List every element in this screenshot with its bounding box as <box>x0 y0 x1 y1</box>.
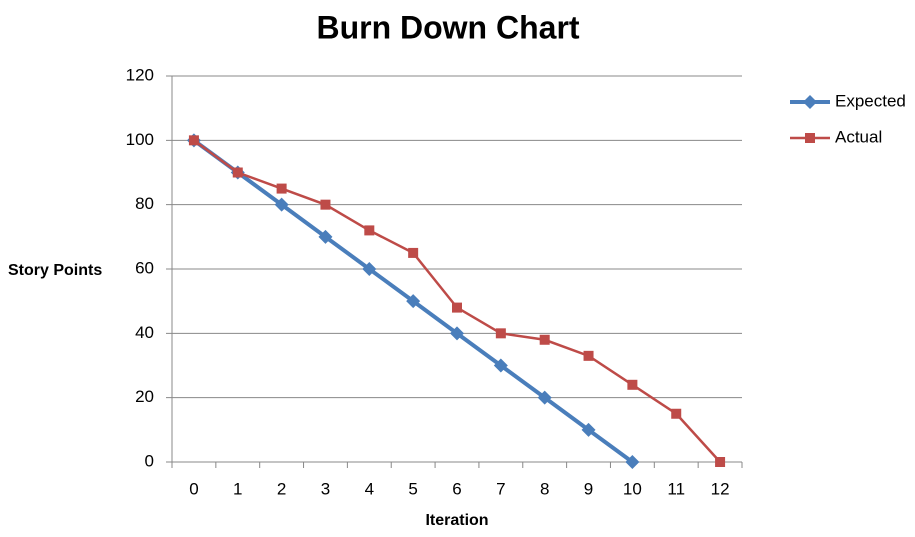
x-tick-label: 1 <box>233 479 242 498</box>
x-tick-label: 8 <box>540 479 549 498</box>
marker <box>493 358 508 373</box>
marker <box>452 302 462 313</box>
y-tick-label: 0 <box>145 451 154 470</box>
y-tick-label: 40 <box>135 323 154 342</box>
y-tick-label: 100 <box>126 130 154 149</box>
marker <box>276 183 287 194</box>
marker <box>583 350 594 361</box>
marker <box>364 225 375 236</box>
marker <box>406 294 421 309</box>
x-tick-label: 0 <box>189 479 198 498</box>
y-tick-label: 120 <box>126 65 154 84</box>
x-tick-label: 9 <box>584 479 593 498</box>
line <box>193 139 722 463</box>
y-tick-label: 60 <box>135 258 154 277</box>
x-tick-label: 2 <box>277 479 286 498</box>
marker <box>495 328 506 339</box>
marker <box>188 135 199 146</box>
x-tick-label: 6 <box>452 479 461 498</box>
y-axis-title: Story Points <box>8 262 102 279</box>
marker <box>320 199 331 210</box>
x-tick-label: 12 <box>711 479 730 498</box>
x-tick-label: 10 <box>623 479 642 498</box>
x-tick-label: 5 <box>408 479 417 498</box>
marker <box>362 262 377 276</box>
marker <box>671 408 682 419</box>
x-axis-title: Iteration <box>425 512 488 529</box>
marker <box>232 167 243 178</box>
legend-label: Expected <box>835 91 906 110</box>
x-tick-label: 3 <box>321 479 330 498</box>
marker <box>539 334 550 345</box>
x-tick-label: 7 <box>496 479 505 498</box>
marker <box>715 457 726 467</box>
marker <box>318 229 333 244</box>
chart-title: Burn Down Chart <box>316 9 579 45</box>
marker <box>625 455 640 469</box>
marker <box>408 247 419 258</box>
marker <box>805 133 815 143</box>
marker <box>803 95 817 109</box>
marker <box>627 379 638 390</box>
x-tick-label: 4 <box>365 479 374 498</box>
legend-label: Actual <box>835 127 882 146</box>
y-tick-label: 80 <box>135 194 154 213</box>
marker <box>450 326 464 341</box>
marker <box>537 390 552 405</box>
marker <box>581 422 596 437</box>
marker <box>274 197 289 212</box>
x-tick-label: 11 <box>667 479 685 498</box>
y-tick-label: 20 <box>135 387 154 406</box>
